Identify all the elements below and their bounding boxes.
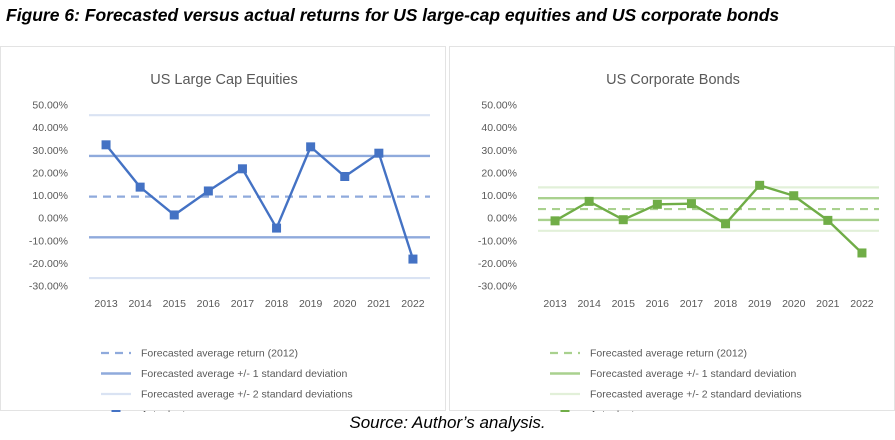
actual-return-point (857, 248, 867, 258)
actual-return-point (203, 186, 213, 196)
x-tick-label: 2022 (401, 298, 425, 310)
x-tick-label: 2016 (646, 298, 670, 310)
actual-return-point (652, 199, 662, 209)
x-tick-label: 2013 (543, 298, 567, 310)
x-tick-label: 2016 (197, 298, 221, 310)
legend-label: Forecasted average +/- 2 standard deviat… (590, 389, 802, 401)
y-tick-label: -20.00% (29, 258, 68, 270)
y-tick-label: 20.00% (32, 167, 68, 179)
legend-label: Forecasted average +/- 1 standard deviat… (590, 368, 796, 380)
x-tick-label: 2019 (748, 298, 772, 310)
y-tick-label: -10.00% (29, 235, 68, 247)
actual-return-point (408, 254, 418, 264)
actual-return-point (550, 216, 560, 226)
y-tick-label: -30.00% (478, 281, 517, 293)
x-tick-label: 2021 (816, 298, 840, 310)
actual-return-point (823, 215, 833, 225)
y-tick-label: 20.00% (481, 167, 517, 179)
legend-swatch-marker (560, 410, 570, 412)
actual-return-point (618, 215, 628, 225)
actual-return-point (306, 142, 316, 152)
actual-returns-line (554, 184, 863, 254)
x-tick-label: 2014 (577, 298, 601, 310)
actual-return-point (374, 148, 384, 158)
legend-label: Actual returns (590, 409, 655, 412)
y-tick-label: 50.00% (32, 100, 68, 112)
y-tick-label: 30.00% (481, 145, 517, 157)
x-tick-label: 2020 (782, 298, 806, 310)
x-tick-label: 2019 (299, 298, 323, 310)
x-tick-label: 2017 (680, 298, 704, 310)
x-tick-label: 2020 (333, 298, 357, 310)
x-tick-label: 2018 (265, 298, 289, 310)
y-tick-label: 30.00% (32, 145, 68, 157)
actual-return-point (789, 191, 799, 201)
equities-chart: US Large Cap Equities 50.00% 40.00% 30.00% 2… (29, 72, 430, 412)
x-tick-label: 2022 (850, 298, 874, 310)
y-tick-label: 10.00% (32, 190, 68, 202)
actual-return-point (755, 180, 765, 190)
chart-panel-bonds: US Corporate Bonds 50.00% 40.00% 30.00% 20.0… (449, 46, 895, 412)
y-tick-label: 10.00% (481, 190, 517, 202)
legend-label: Forecasted average return (2012) (141, 348, 298, 360)
y-tick-label: 0.00% (38, 213, 68, 225)
chart-title: US Large Cap Equities (150, 72, 298, 88)
x-tick-label: 2015 (163, 298, 187, 310)
legend-label: Forecasted average return (2012) (590, 348, 747, 360)
actual-return-point (237, 164, 247, 174)
actual-return-point (721, 219, 731, 229)
actual-return-point (686, 199, 696, 209)
actual-return-point (584, 196, 594, 206)
bonds-chart: US Corporate Bonds 50.00% 40.00% 30.00% 20.0… (478, 72, 879, 412)
y-tick-label: -30.00% (29, 281, 68, 293)
chart-title: US Corporate Bonds (606, 72, 740, 88)
y-tick-label: -10.00% (478, 235, 517, 247)
figure-title: Figure 6: Forecasted versus actual retur… (6, 5, 780, 25)
actual-return-point (340, 171, 350, 181)
x-tick-label: 2014 (128, 298, 152, 310)
actual-return-point (169, 210, 179, 220)
legend-label: Actual returns (141, 409, 206, 412)
actual-return-point (135, 182, 145, 192)
x-tick-label: 2013 (94, 298, 118, 310)
x-tick-label: 2015 (612, 298, 636, 310)
legend-label: Forecasted average +/- 1 standard deviat… (141, 368, 347, 380)
legend-label: Forecasted average +/- 2 standard deviat… (141, 389, 353, 401)
actual-return-point (101, 140, 111, 150)
legend-swatch-marker (111, 410, 121, 412)
x-tick-label: 2021 (367, 298, 391, 310)
actual-return-point (272, 223, 282, 233)
y-tick-label: 40.00% (481, 122, 517, 134)
actual-returns-line (105, 144, 415, 260)
y-tick-label: 50.00% (481, 100, 517, 112)
x-tick-label: 2018 (714, 298, 738, 310)
source-note: Source: Author’s analysis. (349, 413, 546, 432)
y-tick-label: 40.00% (32, 122, 68, 134)
y-tick-label: -20.00% (478, 258, 517, 270)
y-tick-label: 0.00% (487, 213, 517, 225)
x-tick-label: 2017 (231, 298, 255, 310)
chart-panel-equities: US Large Cap Equities 50.00% 40.00% 30.00% 2… (0, 46, 446, 412)
